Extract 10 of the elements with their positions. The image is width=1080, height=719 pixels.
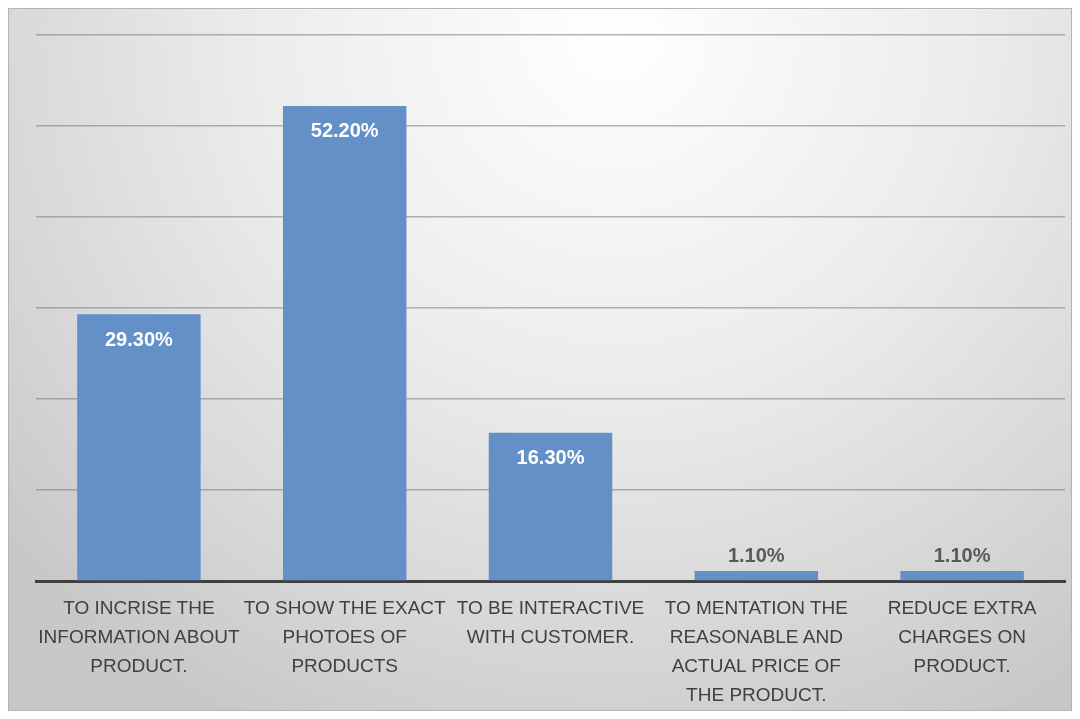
x-tick-label: REDUCE EXTRA CHARGES ON PRODUCT. [887, 596, 1037, 676]
data-label: 1.10% [727, 543, 785, 566]
data-label: 29.30% [104, 327, 174, 350]
data-label: 1.10% [933, 543, 991, 566]
data-label: 52.20% [310, 119, 379, 142]
data-label: 16.30% [516, 446, 585, 469]
x-tick-label: TO INCRISE THE INFORMATION ABOUT PRODUCT. [38, 596, 240, 676]
x-tick-label: TO BE INTERACTIVE WITH CUSTOMER. [456, 596, 645, 647]
x-tick-label: TO SHOW THE EXACT PHOTOES OF PRODUCTS [243, 596, 447, 676]
x-tick-label: TO MENTATION THE REASONABLE AND ACTUAL PRICE OF THE PRODUCT. [664, 596, 848, 705]
